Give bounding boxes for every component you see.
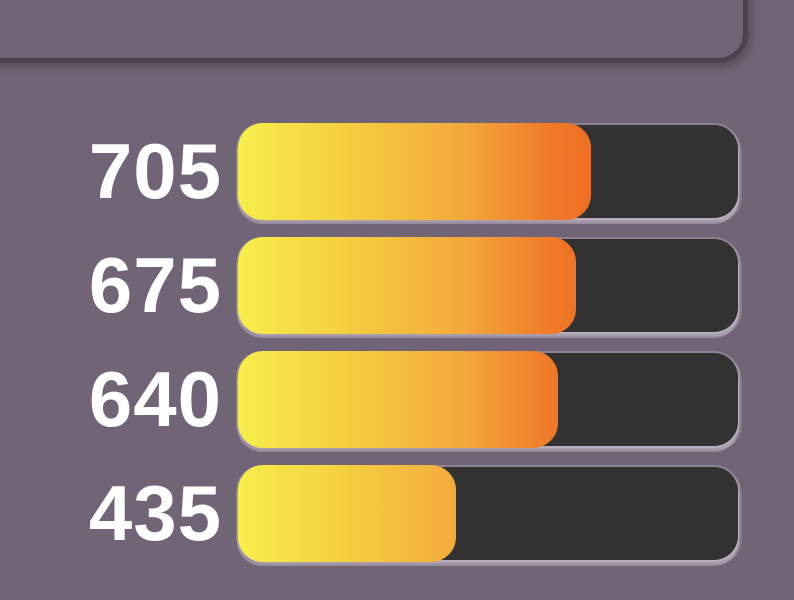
bar-row: 640: [0, 351, 794, 448]
bar-value-label: 675: [88, 241, 222, 329]
bar-fill: [238, 237, 576, 334]
bar-chart: 705 675 640 435: [0, 123, 794, 581]
bar-row: 675: [0, 237, 794, 334]
top-panel: [0, 0, 748, 63]
bar-fill: [238, 351, 558, 448]
bar-value-label: 705: [88, 127, 222, 215]
bar-track: [238, 237, 738, 334]
bar-track: [238, 465, 738, 562]
bar-value-label: 640: [88, 355, 222, 443]
bar-fill: [238, 123, 591, 220]
bar-fill: [238, 465, 456, 562]
bar-row: 435: [0, 465, 794, 562]
bar-value-label: 435: [88, 469, 222, 557]
bar-row: 705: [0, 123, 794, 220]
bar-track: [238, 351, 738, 448]
bar-track: [238, 123, 738, 220]
